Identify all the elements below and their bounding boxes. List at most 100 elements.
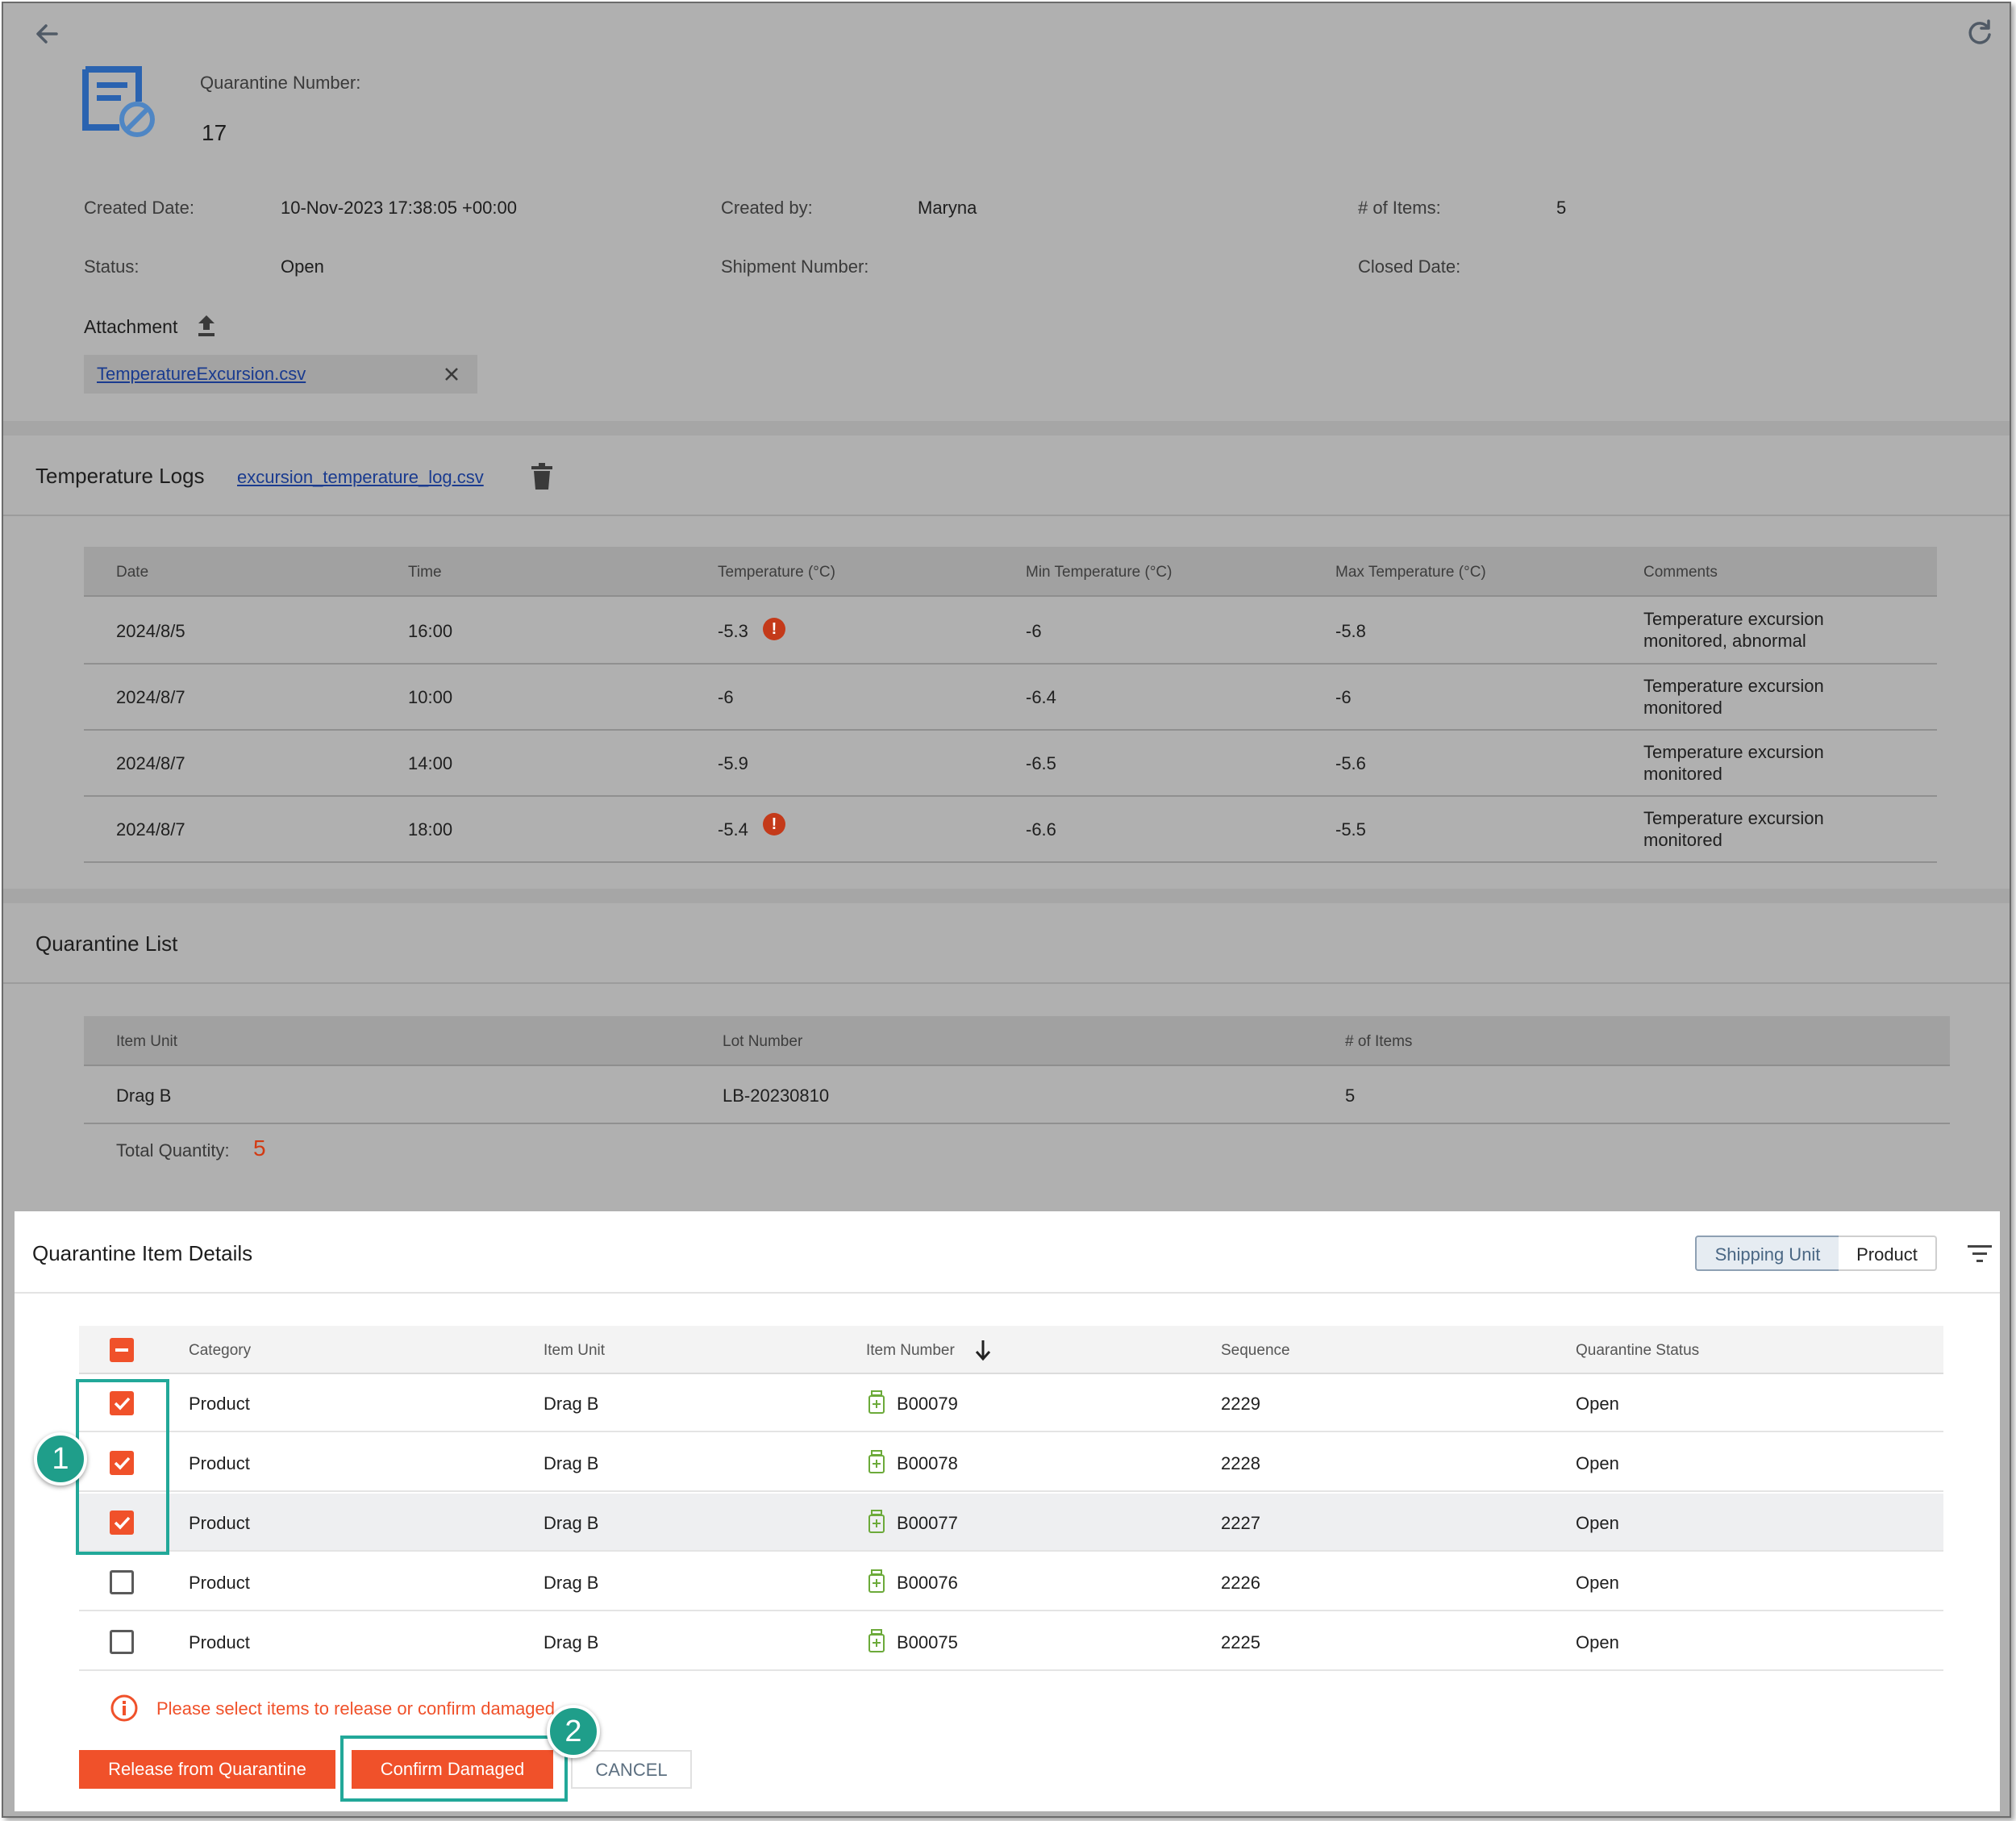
quarantine-status-cell: Open [1576,1394,1619,1414]
selected-rows-highlight [76,1379,169,1555]
category-cell: Product [189,1513,250,1533]
status-value: Open [281,256,324,277]
table-row[interactable]: Product Drag B B00079 2229 Open [79,1374,1943,1432]
validation-message: Please select items to release or confir… [156,1698,556,1719]
column-header-min-temperature: Min Temperature (°C) [1026,564,1173,581]
indeterminate-icon [115,1348,128,1352]
section-divider [3,889,2010,903]
sequence-cell: 2228 [1221,1453,1260,1473]
temperature-log-file-link[interactable]: excursion_temperature_log.csv [237,467,484,487]
row-divider [84,795,1937,797]
table-row: 2024/8/7 14:00 -5.9 -6.5 -5.6 Temperatur… [84,731,1937,795]
attachment-file-link[interactable]: TemperatureExcursion.csv [97,364,306,384]
warning-icon: ! [763,813,785,835]
temperature-cell: -6 [718,687,734,707]
temperature-table-header: Date Time Temperature (°C) Min Temperatu… [84,547,1937,597]
category-cell: Product [189,1453,250,1473]
lot-number-cell: LB-20230810 [723,1086,830,1106]
quarantine-number-value: 17 [202,120,227,145]
quarantine-status-cell: Open [1576,1632,1619,1652]
column-header-quarantine-status: Quarantine Status [1576,1342,1700,1359]
row-checkbox[interactable] [110,1451,134,1475]
upload-icon[interactable] [195,313,218,337]
column-header-time: Time [408,564,442,581]
quarantine-status-cell: Open [1576,1453,1619,1473]
column-header-item-unit: Item Unit [116,1033,178,1050]
toggle-product[interactable]: Product [1839,1236,1937,1271]
filter-icon[interactable] [1966,1242,1993,1266]
category-cell: Product [189,1394,250,1414]
created-by-value: Maryna [918,198,977,218]
item-number-cell: B00076 [897,1573,958,1593]
step-1-callout: 1 [34,1432,87,1486]
info-icon [110,1694,138,1722]
comment-line-2: monitored [1643,830,1722,850]
shipment-number-label: Shipment Number: [721,256,869,277]
date-cell: 2024/8/7 [116,753,185,773]
row-checkbox[interactable] [110,1570,134,1594]
item-number-cell: B00078 [897,1453,958,1473]
comment-line-1: Temperature excursion [1643,808,1824,828]
column-header-date: Date [116,564,149,581]
row-checkbox[interactable] [110,1511,134,1535]
item-details-table-header: Category Item Unit Item Number Sequence … [79,1326,1943,1374]
divider [15,1292,2000,1294]
min-temperature-cell: -6.6 [1026,819,1056,840]
max-temperature-cell: -5.8 [1335,621,1366,641]
table-row[interactable]: Product Drag B B00077 2227 Open [79,1494,1943,1552]
table-row[interactable]: Product Drag B B00076 2226 Open [79,1553,1943,1611]
trash-icon[interactable] [531,463,553,490]
details-title: Quarantine Item Details [32,1241,253,1265]
row-checkbox[interactable] [110,1391,134,1415]
items-count-value: 5 [1556,198,1567,218]
column-header-item-number[interactable]: Item Number [866,1342,955,1359]
table-row[interactable]: Product Drag B B00075 2225 Open [79,1613,1943,1671]
cancel-button[interactable]: CANCEL [571,1750,692,1789]
confirm-damaged-button[interactable]: Confirm Damaged [352,1750,553,1789]
medicine-bottle-icon [868,1390,885,1414]
divider [3,982,2010,984]
back-arrow-icon[interactable] [32,19,61,48]
quarantine-document-icon [82,66,155,137]
checkmark-icon [114,1397,131,1411]
max-temperature-cell: -5.6 [1335,753,1366,773]
item-number-cell: B00079 [897,1394,958,1414]
quarantine-item-details-panel: Quarantine Item Details Shipping Unit Pr… [15,1211,2000,1811]
table-row: 2024/8/5 16:00 -5.3 ! -6 -5.8 Temperatur… [84,597,1937,663]
select-all-checkbox[interactable] [110,1338,134,1362]
table-row: 2024/8/7 10:00 -6 -6.4 -6 Temperature ex… [84,665,1937,729]
attachment-chip: TemperatureExcursion.csv [84,355,477,394]
checkmark-icon [114,1456,131,1470]
warning-icon: ! [763,618,785,640]
comment-line-1: Temperature excursion [1643,742,1824,762]
date-cell: 2024/8/5 [116,621,185,641]
release-from-quarantine-button[interactable]: Release from Quarantine [79,1750,335,1789]
row-divider [84,729,1937,731]
refresh-icon[interactable] [1964,18,1995,48]
temperature-logs-title: Temperature Logs [35,464,205,488]
min-temperature-cell: -6.4 [1026,687,1056,707]
column-header-item-unit: Item Unit [544,1342,606,1359]
medicine-bottle-icon [868,1569,885,1593]
sort-descending-icon[interactable] [974,1339,992,1361]
table-row[interactable]: Product Drag B B00078 2228 Open [79,1434,1943,1492]
category-cell: Product [189,1632,250,1652]
min-temperature-cell: -6 [1026,621,1042,641]
time-cell: 18:00 [408,819,453,840]
comment-line-2: monitored [1643,764,1722,784]
created-date-value: 10-Nov-2023 17:38:05 +00:00 [281,198,517,218]
column-header-comments: Comments [1643,564,1718,581]
column-header-items-count: # of Items [1345,1033,1413,1050]
sequence-cell: 2229 [1221,1394,1260,1414]
temperature-cell: -5.3 [718,621,748,641]
toggle-shipping-unit[interactable]: Shipping Unit [1695,1236,1840,1271]
max-temperature-cell: -5.5 [1335,819,1366,840]
section-divider [3,421,2010,435]
row-checkbox[interactable] [110,1630,134,1654]
quarantine-status-cell: Open [1576,1513,1619,1533]
item-unit-cell: Drag B [544,1513,599,1533]
column-header-temperature: Temperature (°C) [718,564,835,581]
remove-attachment-icon[interactable] [444,366,460,382]
category-cell: Product [189,1573,250,1593]
